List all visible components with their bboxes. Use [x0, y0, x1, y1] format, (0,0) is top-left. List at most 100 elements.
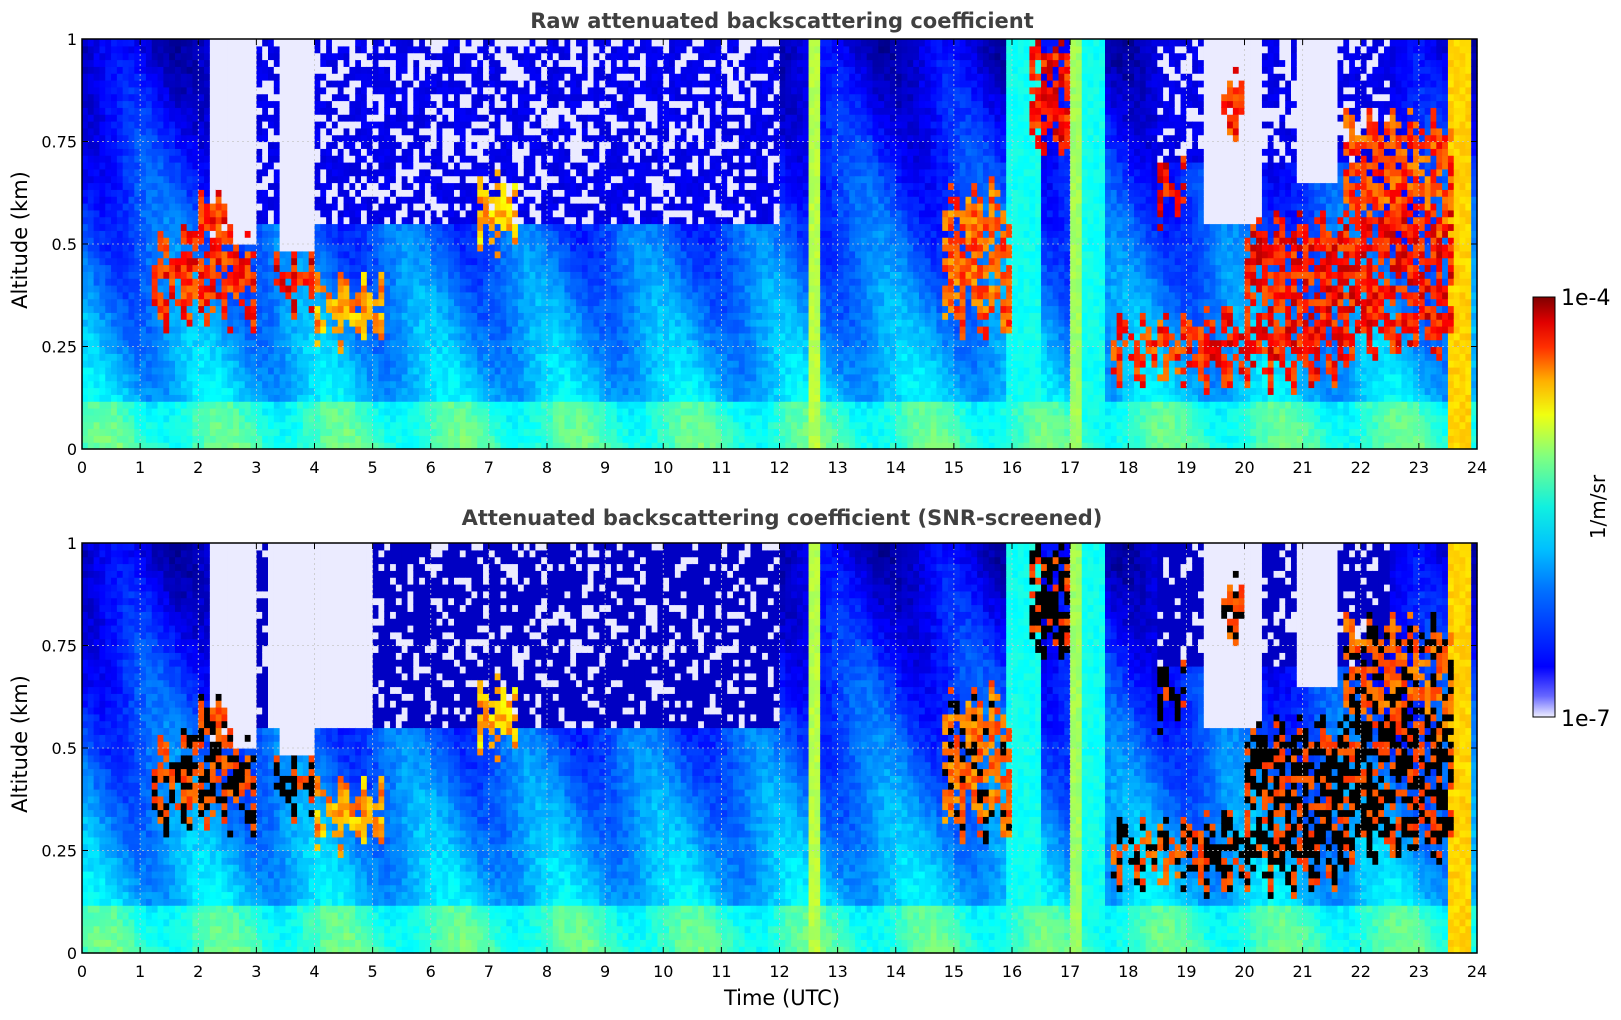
heatmap-cell — [529, 86, 536, 95]
heatmap-cell — [297, 86, 304, 95]
heatmap-cell — [541, 45, 548, 54]
heatmap-cell — [337, 107, 345, 115]
heatmap-cell — [204, 52, 211, 61]
heatmap-cell — [436, 326, 443, 334]
heatmap-cell — [448, 244, 455, 252]
heatmap-cell — [523, 148, 531, 156]
heatmap-cell — [111, 73, 118, 81]
heatmap-cell — [535, 414, 542, 423]
heatmap-cell — [372, 250, 380, 259]
heatmap-cell — [308, 162, 316, 170]
heatmap-cell — [459, 414, 467, 423]
heatmap-cell — [413, 127, 420, 136]
heatmap-cell — [337, 59, 345, 67]
heatmap-cell — [116, 414, 124, 423]
heatmap-cell — [273, 373, 281, 382]
heatmap-cell — [87, 250, 95, 259]
heatmap-cell — [262, 216, 269, 225]
heatmap-cell — [552, 373, 560, 382]
heatmap-cell — [407, 45, 414, 54]
heatmap-cell — [180, 319, 188, 327]
heatmap-cell — [93, 237, 101, 245]
heatmap-cell — [308, 271, 316, 279]
heatmap-cell — [145, 367, 153, 375]
heatmap-cell — [541, 196, 548, 204]
heatmap-cell — [186, 237, 194, 245]
heatmap-cell — [279, 250, 287, 259]
heatmap-cell — [390, 168, 397, 177]
heatmap-cell — [192, 114, 199, 122]
heatmap-cell — [448, 408, 455, 416]
heatmap-cell — [488, 264, 496, 272]
heatmap-cell — [227, 285, 234, 293]
heatmap-cell — [285, 285, 292, 293]
heatmap-cell — [390, 209, 397, 218]
heatmap-cell — [552, 367, 560, 375]
heatmap-cell — [436, 127, 443, 136]
heatmap-cell — [494, 387, 502, 395]
heatmap-cell — [442, 360, 449, 368]
heatmap-cell — [233, 332, 240, 341]
heatmap-cell — [180, 203, 188, 211]
heatmap-cell — [279, 326, 287, 334]
heatmap-cell — [337, 373, 345, 382]
heatmap-cell — [552, 428, 560, 436]
heatmap-cell — [105, 428, 112, 436]
heatmap-cell — [337, 237, 345, 245]
heatmap-cell — [204, 182, 211, 190]
heatmap-cell — [192, 162, 199, 170]
heatmap-cell — [279, 216, 287, 225]
heatmap-cell — [262, 121, 269, 129]
heatmap-cell — [454, 237, 461, 245]
heatmap-cell — [291, 360, 298, 368]
heatmap-cell — [227, 250, 234, 259]
heatmap-cell — [349, 66, 356, 74]
heatmap-cell — [442, 148, 449, 156]
heatmap-cell — [378, 223, 385, 231]
heatmap-cell — [302, 244, 310, 252]
heatmap-cell — [506, 134, 513, 143]
heatmap-cell — [430, 59, 438, 67]
heatmap-cell — [541, 162, 548, 170]
heatmap-cell — [547, 148, 554, 156]
heatmap-cell — [349, 271, 356, 279]
heatmap-cell — [361, 401, 368, 409]
heatmap-cell — [302, 421, 310, 430]
heatmap-cell — [215, 230, 223, 238]
heatmap-cell — [140, 209, 147, 218]
heatmap-cell — [500, 244, 507, 252]
heatmap-cell — [558, 59, 566, 67]
heatmap-cell — [244, 373, 252, 382]
heatmap-cell — [279, 428, 287, 436]
heatmap-cell — [215, 100, 223, 108]
heatmap-cell — [552, 148, 560, 156]
heatmap-cell — [395, 360, 403, 368]
heatmap-cell — [326, 155, 333, 163]
heatmap-cell — [331, 80, 339, 88]
heatmap-cell — [122, 114, 130, 122]
heatmap-cell — [87, 244, 95, 252]
heatmap-cell — [320, 401, 327, 409]
heatmap-cell — [238, 257, 246, 266]
heatmap-cell — [320, 182, 327, 190]
heatmap-cell — [244, 408, 252, 416]
heatmap-cell — [512, 250, 519, 259]
heatmap-cell — [372, 52, 380, 61]
heatmap-cell — [151, 414, 159, 423]
heatmap-cell — [483, 86, 490, 95]
heatmap-cell — [459, 264, 467, 272]
heatmap-cell — [268, 121, 275, 129]
heatmap-cell — [221, 285, 228, 293]
heatmap-cell — [238, 387, 246, 395]
heatmap-cell — [209, 162, 217, 170]
heatmap-cell — [244, 223, 252, 231]
heatmap-cell — [285, 93, 292, 102]
heatmap-cell — [483, 168, 490, 177]
heatmap-cell — [145, 291, 153, 300]
heatmap-cell — [547, 264, 554, 272]
heatmap-cell — [273, 59, 281, 67]
heatmap-cell — [175, 121, 182, 129]
heatmap-cell — [541, 175, 548, 184]
heatmap-cell — [558, 339, 566, 348]
heatmap-cell — [529, 127, 536, 136]
